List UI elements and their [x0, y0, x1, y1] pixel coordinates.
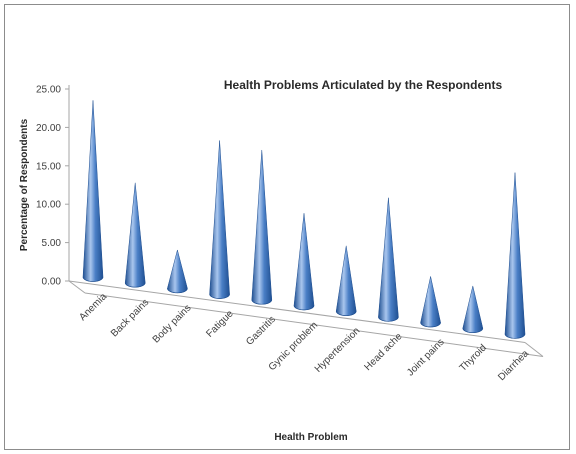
category-label: Head ache — [363, 331, 405, 373]
y-tick-label: 10.00 — [36, 200, 61, 211]
cone-body — [378, 197, 399, 322]
cone-gynic-problem — [293, 213, 315, 311]
cone-body — [462, 285, 484, 333]
cone-base — [251, 299, 273, 305]
cone-base — [420, 322, 441, 328]
labels-layer: 0.00 5.00 10.00 15.00 20.00 25.00 Anemia Back p… — [36, 85, 531, 384]
y-tick-label: 5.00 — [42, 238, 62, 249]
category-label: Joint pains — [405, 337, 447, 379]
y-tick-label: 0.00 — [42, 277, 62, 288]
cones-layer — [82, 100, 526, 339]
cone-base — [82, 276, 104, 282]
cone-body — [167, 248, 188, 294]
cone-joint-pains — [420, 276, 441, 328]
cone-base — [124, 282, 146, 288]
category-label: Gastritis — [244, 314, 278, 348]
cone-base — [209, 293, 230, 299]
chart-frame: 0.00 5.00 10.00 15.00 20.00 25.00 Anemia Back p… — [4, 4, 570, 450]
category-label: Hypertension — [313, 325, 362, 374]
category-label: Gynic problem — [267, 320, 320, 373]
category-label: Anemia — [77, 291, 109, 323]
cone-body — [251, 149, 273, 305]
cone-chart: 0.00 5.00 10.00 15.00 20.00 25.00 Anemia Back p… — [19, 78, 544, 443]
category-label: Diarrhea — [496, 348, 531, 383]
floor-front-line — [84, 292, 544, 357]
cone-diarrhea — [504, 172, 526, 339]
cone-body — [420, 276, 441, 328]
cone-base — [462, 328, 484, 333]
floor-back-line — [68, 280, 526, 343]
cone-gastritis — [251, 149, 273, 305]
y-tick-label: 25.00 — [36, 85, 61, 96]
cone-body — [504, 172, 526, 339]
cone-thyroid — [462, 285, 484, 333]
cone-body — [82, 100, 104, 282]
cone-body — [293, 213, 315, 311]
cone-body — [124, 182, 146, 288]
cone-body — [209, 140, 230, 299]
chart-title: Health Problems Articulated by the Respo… — [224, 78, 503, 92]
y-tick-label: 15.00 — [36, 161, 61, 172]
cone-fatigue — [209, 140, 230, 299]
cone-body — [335, 245, 357, 316]
cone-base — [504, 333, 526, 339]
cone-base — [378, 316, 399, 322]
cone-base — [335, 311, 357, 316]
cone-anemia — [82, 100, 104, 282]
cone-back-pains — [124, 182, 146, 288]
cone-head-ache — [378, 197, 399, 322]
x-axis-title: Health Problem — [274, 432, 347, 443]
category-label: Fatigue — [204, 308, 236, 340]
cone-body-pains — [167, 248, 188, 294]
category-label: Back pains — [109, 297, 151, 339]
floor-side-line — [68, 280, 86, 294]
axes-layer — [65, 85, 544, 357]
floor-end-line — [524, 342, 544, 357]
cone-hypertension — [335, 245, 357, 316]
y-axis-title: Percentage of Respondents — [19, 118, 30, 251]
y-tick-label: 20.00 — [36, 123, 61, 134]
cone-base — [293, 305, 315, 311]
cone-base — [167, 288, 188, 294]
category-label: Body pains — [151, 303, 194, 346]
